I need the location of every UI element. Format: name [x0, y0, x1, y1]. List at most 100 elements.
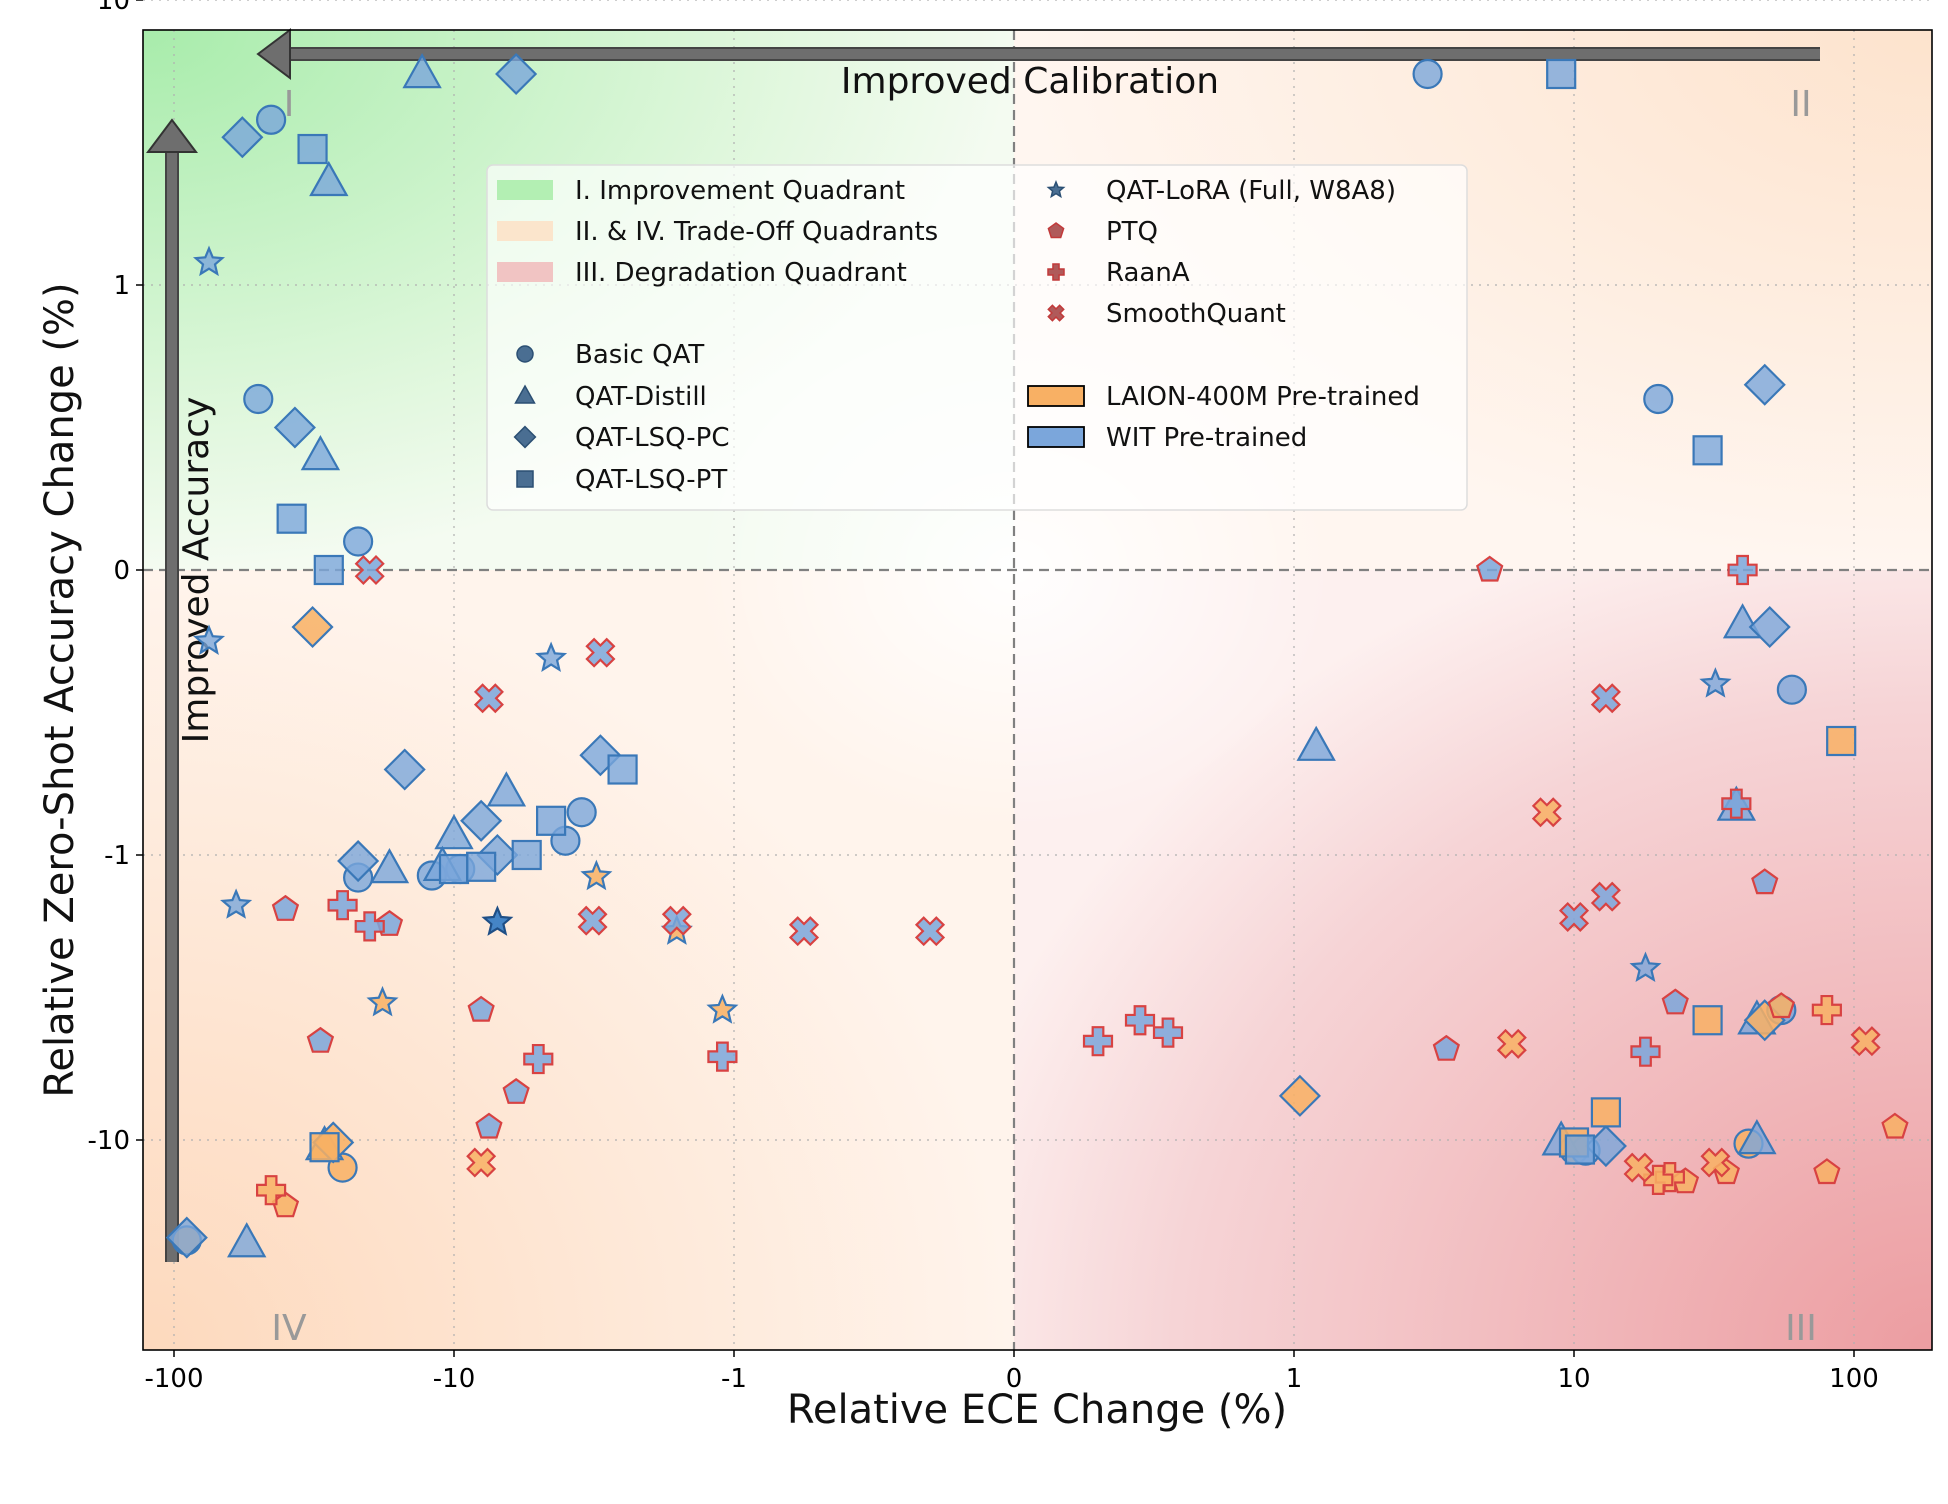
point-x — [1496, 1028, 1527, 1059]
x-tick-label: -10 — [433, 1364, 475, 1394]
point-star — [192, 245, 226, 277]
point-plus — [1082, 1026, 1114, 1057]
y-tick-label: 0 — [113, 556, 130, 586]
accuracy-arrow-label: Improved Accuracy — [176, 397, 217, 744]
legend-left-column: I. Improvement Quadrant II. & IV. Trade-O… — [497, 176, 938, 495]
point-square — [309, 1132, 340, 1163]
legend-marker — [1047, 222, 1065, 239]
point-plus — [1152, 1017, 1184, 1048]
point-pentagon — [1751, 868, 1779, 895]
point-x — [473, 683, 504, 714]
quadrant-I-label: I — [284, 84, 295, 125]
legend-swatch — [1027, 426, 1085, 448]
x-tick-label: -100 — [144, 1364, 203, 1394]
point-diamond — [383, 748, 426, 791]
point-triangle — [402, 52, 442, 89]
point-diamond — [221, 116, 264, 159]
legend-label: Basic QAT — [575, 340, 704, 370]
point-pentagon — [475, 1112, 503, 1139]
x-axis-label: Relative ECE Change (%) — [787, 1387, 1287, 1433]
point-triangle — [300, 434, 341, 471]
legend-swatch — [497, 180, 553, 200]
point-plus — [1124, 1005, 1156, 1036]
point-diamond — [1743, 363, 1786, 406]
x-tick-label: 10 — [1557, 1364, 1590, 1394]
point-plus — [327, 890, 358, 921]
point-pentagon — [1881, 1112, 1909, 1139]
legend-label: LAION-400M Pre-trained — [1106, 382, 1420, 412]
point-triangle — [1737, 1118, 1777, 1155]
legend: I. Improvement Quadrant II. & IV. Trade-O… — [486, 164, 1468, 511]
point-square — [438, 853, 470, 885]
point-triangle — [309, 160, 349, 197]
point-diamond — [273, 406, 316, 449]
zero-lines — [143, 30, 1932, 1350]
point-x — [1623, 1152, 1654, 1183]
legend-label: I. Improvement Quadrant — [575, 176, 905, 206]
legend-label: III. Degradation Quadrant — [575, 258, 907, 288]
point-star — [366, 985, 399, 1017]
point-diamond — [495, 52, 538, 96]
point-pentagon — [1767, 992, 1795, 1019]
point-x — [354, 554, 385, 586]
legend-swatch — [497, 221, 553, 241]
point-triangle — [1296, 725, 1336, 761]
point-star — [706, 993, 739, 1024]
legend-swatch — [1027, 385, 1085, 407]
point-plus — [256, 1175, 287, 1206]
legend-marker — [513, 425, 537, 449]
y-tick-label: 10 — [97, 0, 130, 16]
point-square — [466, 851, 497, 882]
legend-swatch — [497, 262, 553, 282]
point-x — [1850, 1026, 1881, 1057]
point-triangle — [369, 848, 410, 884]
point-pentagon — [467, 995, 495, 1022]
quadrant-III-label: III — [1785, 1308, 1817, 1349]
point-pentagon — [1813, 1158, 1841, 1185]
point-square — [1564, 1134, 1596, 1165]
point-x — [466, 1147, 497, 1178]
legend-marker — [516, 470, 534, 488]
point-star — [481, 905, 514, 936]
legend-label: QAT-LSQ-PT — [575, 465, 727, 495]
legend-marker — [516, 345, 534, 363]
plot-frame — [142, 29, 1933, 1351]
point-x — [1531, 797, 1562, 828]
y-tick-label: -1 — [104, 841, 130, 871]
point-star — [580, 859, 613, 891]
point-diamond — [291, 605, 334, 649]
data-points — [165, 52, 1909, 1259]
point-square — [1692, 435, 1723, 466]
point-x — [1558, 901, 1590, 932]
legend-label: QAT-LSQ-PC — [575, 423, 730, 453]
x-tick-label: 1 — [1286, 1364, 1303, 1394]
point-square — [536, 805, 567, 836]
point-star — [1699, 667, 1732, 698]
legend-label: II. & IV. Trade-Off Quadrants — [575, 217, 938, 247]
point-x — [788, 916, 820, 947]
point-plus — [1811, 994, 1842, 1026]
x-tick-label: 100 — [1829, 1364, 1879, 1394]
legend-label: WIT Pre-trained — [1106, 423, 1307, 453]
point-pentagon — [1476, 555, 1504, 582]
legend-label: RaanA — [1106, 258, 1190, 288]
point-x — [1590, 881, 1621, 912]
point-star — [1629, 951, 1662, 983]
point-plus — [1727, 554, 1758, 586]
point-circle — [243, 383, 274, 415]
point-triangle — [434, 814, 474, 850]
quadrant-II-label: II — [1790, 84, 1811, 125]
point-square — [313, 554, 344, 586]
x-tick-label: 0 — [1006, 1364, 1023, 1394]
point-triangle — [486, 771, 527, 807]
series-qat-lsq-pt — [276, 58, 1857, 1165]
point-square — [607, 754, 638, 785]
point-plus — [354, 911, 385, 942]
point-square — [511, 839, 542, 871]
quadrant-IV-label: IV — [271, 1308, 307, 1349]
direction-arrows: Improved Calibration Improved Accuracy — [146, 28, 1820, 1262]
series-ptq — [271, 555, 1909, 1218]
point-diamond — [1278, 1074, 1321, 1117]
calibration-arrow-label: Improved Calibration — [841, 61, 1219, 102]
